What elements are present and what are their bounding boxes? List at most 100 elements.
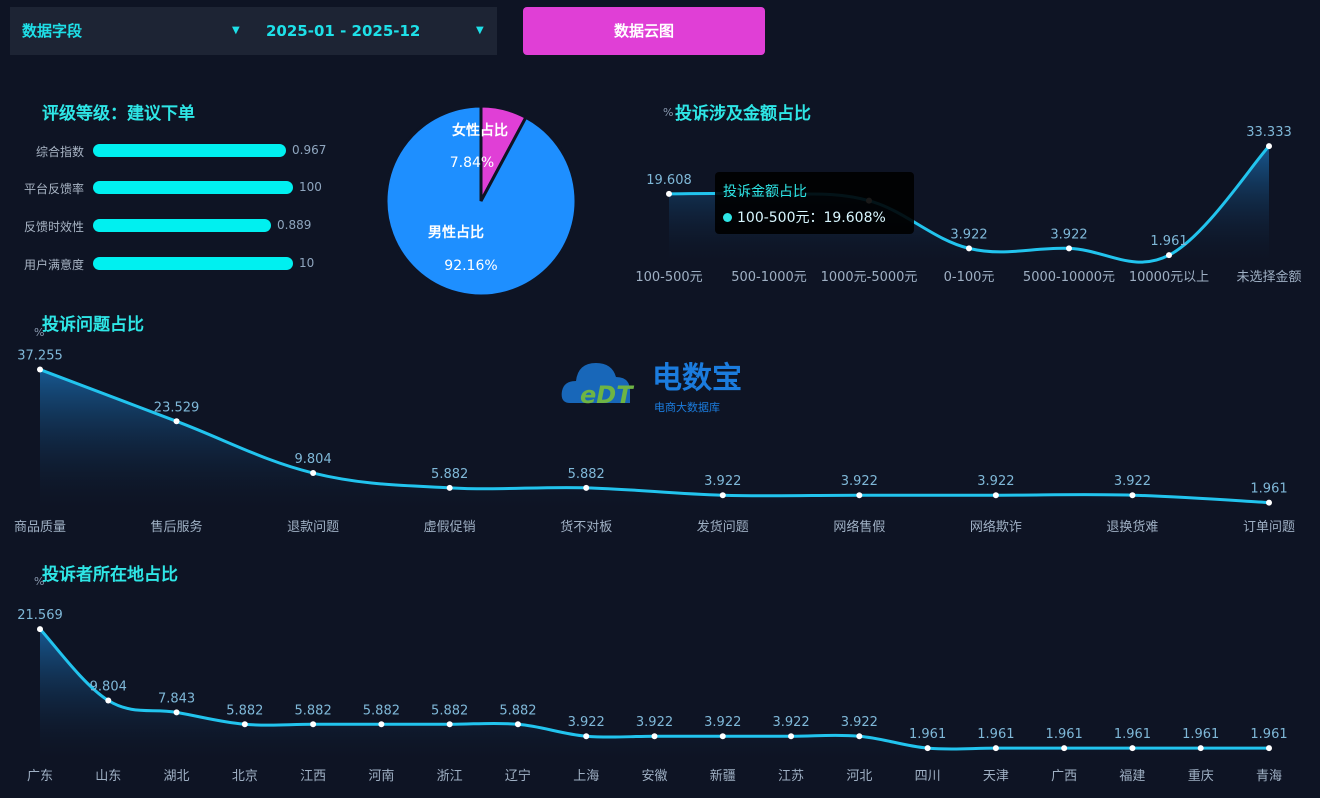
region-data-label: 5.882: [499, 703, 536, 718]
issue-point[interactable]: [173, 418, 180, 425]
region-data-label: 3.922: [841, 715, 878, 730]
region-point[interactable]: [1266, 745, 1272, 752]
region-point[interactable]: [37, 626, 43, 633]
amount-data-label: 33.333: [1246, 125, 1292, 140]
region-point[interactable]: [583, 733, 590, 740]
filter-bar: 数据字段 ▼ 2025-01 - 2025-12 ▼: [10, 7, 497, 55]
issue-x-tick: 网络欺诈: [970, 519, 1022, 535]
issue-data-label: 3.922: [841, 474, 878, 489]
region-data-label: 1.961: [1182, 727, 1219, 742]
region-x-tick: 重庆: [1188, 768, 1214, 784]
chevron-down-icon[interactable]: ▼: [232, 25, 240, 36]
gender-pie-chart: 女性占比 7.84% 男性占比 92.16%: [384, 104, 578, 298]
amount-data-label: 19.608: [646, 173, 692, 188]
issue-x-tick: 售后服务: [151, 519, 203, 535]
rating-value: 10: [299, 256, 315, 270]
amount-data-label: 1.961: [1150, 234, 1187, 249]
region-point[interactable]: [992, 745, 999, 752]
issue-x-tick: 退换货难: [1106, 519, 1158, 535]
region-x-tick: 上海: [573, 769, 599, 784]
amount-x-tick: 10000元以上: [1129, 270, 1209, 285]
amount-x-tick: 100-500元: [635, 270, 702, 285]
region-point[interactable]: [651, 733, 658, 740]
amount-point[interactable]: [666, 190, 672, 197]
region-data-label: 1.961: [1114, 727, 1151, 742]
region-point[interactable]: [1061, 745, 1068, 752]
issue-point[interactable]: [37, 366, 43, 373]
region-area: [40, 629, 1269, 760]
amount-x-tick: 1000元-5000元: [821, 270, 918, 285]
region-point[interactable]: [378, 721, 385, 728]
region-x-tick: 天津: [983, 769, 1009, 784]
region-data-label: 5.882: [363, 703, 400, 718]
region-point[interactable]: [856, 733, 863, 740]
region-data-label: 3.922: [636, 715, 673, 730]
region-data-label: 5.882: [431, 703, 468, 718]
region-x-tick: 福建: [1119, 769, 1145, 784]
rating-label: 平台反馈率: [23, 182, 84, 196]
issue-point[interactable]: [583, 484, 590, 491]
region-x-tick: 河南: [368, 768, 394, 784]
chevron-down-icon[interactable]: ▼: [476, 25, 484, 36]
amount-data-label: 3.922: [950, 227, 987, 242]
rating-value: 0.889: [277, 218, 312, 232]
issue-data-label: 23.529: [154, 400, 200, 415]
region-point[interactable]: [241, 721, 248, 728]
amount-point[interactable]: [1266, 143, 1272, 150]
date-range-select[interactable]: 2025-01 - 2025-12: [266, 22, 421, 40]
issue-chart-unit: %: [34, 326, 45, 339]
issue-point[interactable]: [1266, 499, 1272, 506]
amount-point[interactable]: [966, 245, 972, 252]
region-chart-title: 投诉者所在地占比: [42, 565, 178, 585]
region-data-label: 9.804: [90, 679, 127, 694]
region-point[interactable]: [514, 721, 521, 728]
region-point[interactable]: [719, 733, 726, 740]
rating-value: 0.967: [292, 143, 327, 157]
region-x-tick: 广东: [27, 769, 53, 784]
region-point[interactable]: [446, 721, 453, 728]
region-point[interactable]: [310, 721, 317, 728]
issue-line: [39, 368, 1270, 505]
rating-title: 评级等级：建议下单: [42, 104, 195, 124]
amount-x-tick: 未选择金额: [1236, 269, 1301, 285]
issue-point[interactable]: [719, 492, 726, 499]
region-x-tick: 江西: [300, 769, 326, 784]
issue-point[interactable]: [856, 492, 863, 499]
amount-point[interactable]: [1166, 252, 1172, 259]
region-chart-unit: %: [34, 575, 45, 588]
issue-point[interactable]: [446, 484, 453, 491]
issue-x-tick: 商品质量: [14, 520, 66, 535]
svg-text:电商大数据库: 电商大数据库: [654, 400, 720, 414]
issue-data-label: 37.255: [17, 349, 63, 364]
amount-x-tick: 5000-10000元: [1023, 270, 1115, 285]
issue-data-label: 5.882: [568, 467, 605, 482]
issue-point[interactable]: [1129, 492, 1136, 499]
region-point[interactable]: [924, 745, 931, 752]
pie-slice[interactable]: [384, 104, 578, 298]
region-point[interactable]: [173, 709, 180, 716]
region-point[interactable]: [1197, 745, 1204, 752]
region-data-label: 3.922: [568, 715, 605, 730]
region-point[interactable]: [788, 733, 795, 740]
amount-point[interactable]: [1066, 245, 1072, 252]
rating-label: 反馈时效性: [23, 220, 84, 234]
svg-text:电数宝: 电数宝: [652, 361, 742, 396]
issue-data-label: 1.961: [1250, 482, 1287, 497]
rating-bar: [93, 144, 286, 157]
issue-point[interactable]: [992, 492, 999, 499]
region-data-label: 1.961: [977, 727, 1014, 742]
data-cloud-button[interactable]: 数据云图: [523, 7, 765, 55]
region-x-tick: 青海: [1256, 769, 1282, 784]
pie-slice-value: 92.16%: [444, 258, 497, 274]
region-point[interactable]: [1129, 745, 1136, 752]
issue-point[interactable]: [310, 470, 317, 477]
region-data-label: 5.882: [295, 703, 332, 718]
field-select[interactable]: 数据字段: [22, 22, 83, 40]
region-x-tick: 江苏: [778, 768, 804, 784]
region-x-tick: 河北: [846, 769, 872, 784]
amount-data-label: 3.922: [1050, 227, 1087, 242]
chart-tooltip: 投诉金额占比 100-500元：19.608%: [715, 172, 914, 234]
region-point[interactable]: [105, 697, 112, 704]
region-x-tick: 辽宁: [505, 768, 531, 784]
